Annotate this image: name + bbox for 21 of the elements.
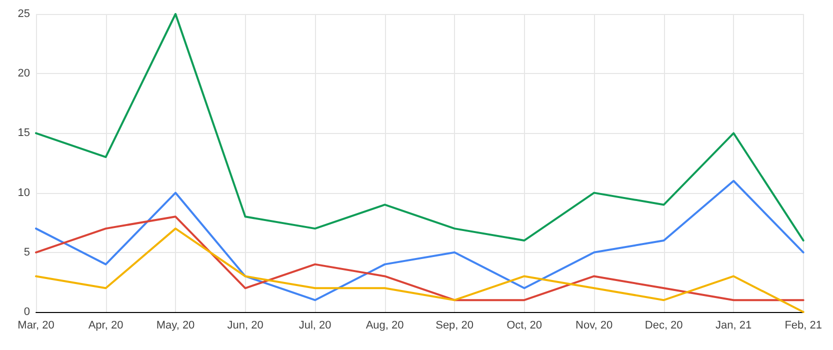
- x-tick-label: Jun, 20: [227, 320, 264, 332]
- x-tick-label: Aug, 20: [366, 320, 404, 332]
- y-tick-label: 10: [18, 186, 30, 199]
- x-tick-label: Feb, 21: [784, 320, 822, 332]
- line-series: [35, 216, 804, 302]
- x-tick-label: Dec, 20: [644, 320, 683, 332]
- x-tick-label: Nov, 20: [576, 320, 613, 332]
- y-tick-label: 0: [24, 306, 30, 318]
- y-tick-label: 15: [18, 127, 30, 140]
- line-series: [35, 228, 804, 313]
- x-tick-label: Sep, 20: [436, 320, 474, 332]
- x-tick-label: May, 20: [156, 320, 195, 332]
- x-tick-label: Mar, 20: [18, 320, 54, 332]
- y-tick-label: 5: [24, 246, 30, 258]
- y-tick-label: 25: [18, 8, 30, 20]
- x-tick-label: Apr, 20: [88, 320, 124, 332]
- y-tick-label: 20: [18, 68, 30, 80]
- x-tick-label: Jan, 21: [716, 320, 752, 332]
- line-series: [35, 180, 804, 302]
- x-tick-label: Jul, 20: [298, 320, 332, 332]
- x-tick-label: Oct, 20: [506, 320, 542, 332]
